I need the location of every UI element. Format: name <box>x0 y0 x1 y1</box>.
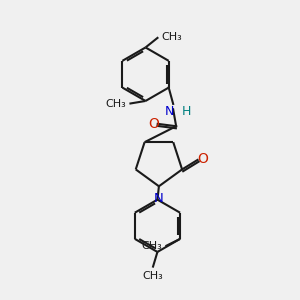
Text: H: H <box>182 104 191 118</box>
Text: CH₃: CH₃ <box>142 241 163 251</box>
Text: O: O <box>148 117 159 131</box>
Text: CH₃: CH₃ <box>106 99 126 109</box>
Text: O: O <box>197 152 208 166</box>
Text: N: N <box>154 192 164 205</box>
Text: CH₃: CH₃ <box>161 32 182 42</box>
Text: N: N <box>165 104 174 118</box>
Text: CH₃: CH₃ <box>142 271 163 281</box>
